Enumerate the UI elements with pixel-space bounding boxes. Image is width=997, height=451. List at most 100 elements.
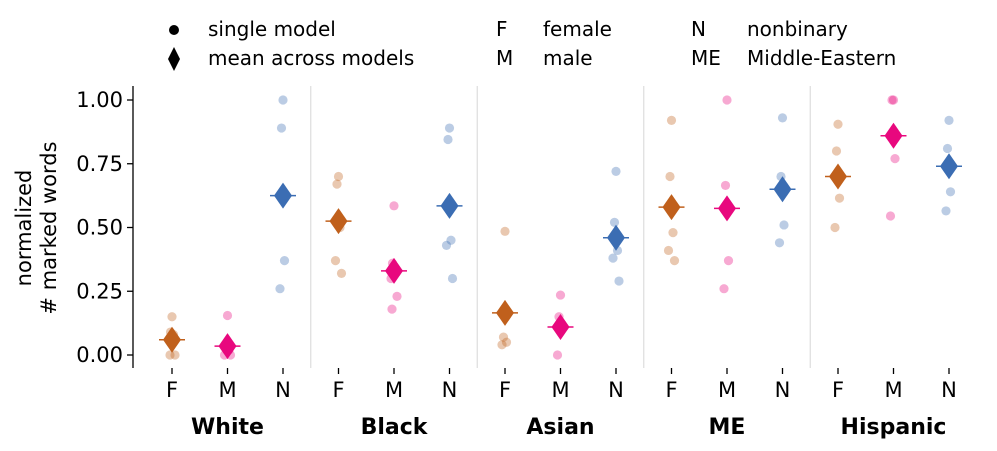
data-point-me-m-1 [720, 180, 731, 191]
legend-abbr-label-m: male [543, 46, 593, 70]
x-tick-label-hispanic-m: M [884, 378, 902, 402]
data-point-asian-n-4 [614, 276, 624, 286]
data-point-asian-f-3 [497, 340, 507, 350]
data-point-hispanic-f-1 [831, 146, 842, 156]
data-point-me-m-3 [719, 284, 729, 294]
data-point-hispanic-f-2 [834, 193, 845, 203]
data-point-black-f-1 [332, 179, 342, 189]
y-axis-label-line-1: normalized [12, 170, 36, 287]
data-point-asian-f-2 [501, 337, 512, 347]
group-label-hispanic: Hispanic [841, 415, 947, 440]
data-point-white-n-1 [276, 123, 287, 133]
group-label-black: Black [361, 415, 429, 440]
x-tick-label-me-f: F [665, 378, 677, 402]
data-point-white-f-4 [170, 350, 180, 360]
x-tick-label-black-f: F [332, 378, 344, 402]
legend: single model mean across models F female… [168, 17, 896, 71]
x-tick-label-hispanic-n: N [941, 378, 957, 402]
mean-diamond-me-m [718, 195, 736, 222]
legend-abbr-key-me: ME [691, 46, 721, 70]
mean-diamond-black-f [329, 208, 348, 235]
data-point-me-n-2 [779, 220, 789, 230]
data-point-black-m-4 [392, 291, 402, 301]
legend-abbr-key-f: F [496, 17, 508, 41]
y-tick-label-3: 0.75 [76, 152, 123, 176]
data-point-me-n-3 [774, 238, 785, 248]
x-tick-label-hispanic-f: F [832, 378, 844, 402]
x-tick-label-me-n: N [775, 378, 791, 402]
data-point-white-n-2 [279, 256, 290, 266]
mean-diamond-me-f [662, 194, 681, 221]
x-tick-label-me-m: M [718, 378, 736, 402]
legend-circle-marker [169, 25, 179, 35]
mean-diamond-white-n [274, 182, 292, 209]
data-point-black-n-0 [444, 123, 455, 133]
legend-abbr-label-me: Middle-Eastern [747, 46, 896, 70]
data-point-hispanic-m-3 [885, 211, 896, 221]
y-axis-label-line-2: # marked words [37, 141, 61, 314]
mean-diamond-black-m [385, 257, 403, 284]
data-point-hispanic-n-1 [942, 143, 953, 154]
y-tick-label-0: 0.00 [76, 343, 123, 367]
data-point-me-f-4 [669, 256, 680, 266]
data-point-hispanic-m-2 [890, 154, 900, 164]
data-point-asian-n-0 [611, 166, 621, 176]
data-point-white-n-3 [275, 284, 285, 294]
y-tick-label-2: 0.50 [76, 216, 123, 240]
mean-diamond-asian-f [496, 299, 514, 326]
data-point-asian-f-1 [498, 332, 509, 342]
x-tick-label-white-m: M [218, 378, 236, 402]
x-tick-label-black-m: M [385, 378, 403, 402]
mean-diamond-hispanic-f [829, 163, 847, 190]
data-point-white-f-0 [167, 312, 177, 322]
data-point-hispanic-m-1 [887, 95, 897, 105]
data-point-asian-m-3 [552, 350, 563, 360]
data-point-me-f-0 [666, 115, 677, 125]
data-point-hispanic-n-3 [941, 206, 951, 216]
data-point-me-m-0 [722, 95, 732, 105]
data-point-hispanic-f-0 [833, 119, 843, 129]
data-point-asian-f-0 [500, 226, 510, 236]
mean-diamond-hispanic-m [884, 122, 903, 149]
x-tick-label-asian-n: N [608, 378, 624, 402]
y-tick-label-4: 1.00 [76, 88, 123, 112]
data-point-asian-n-1 [609, 217, 620, 227]
x-tick-label-white-n: N [275, 378, 291, 402]
data-point-black-m-0 [389, 201, 399, 211]
data-point-asian-m-0 [555, 290, 566, 300]
group-label-me: ME [709, 415, 746, 440]
data-point-white-n-0 [278, 95, 288, 105]
data-point-white-m-0 [222, 310, 233, 321]
legend-label-mean: mean across models [208, 46, 414, 70]
mean-diamond-hispanic-n [940, 153, 958, 180]
data-point-asian-n-3 [608, 253, 618, 263]
legend-abbr-key-n: N [691, 17, 706, 41]
data-point-black-f-3 [330, 256, 341, 266]
data-point-me-f-3 [663, 245, 674, 256]
data-point-me-f-2 [668, 228, 678, 238]
mean-diamond-asian-m [551, 313, 570, 340]
data-point-black-m-5 [387, 304, 397, 314]
legend-abbr-key-m: M [496, 46, 513, 70]
x-tick-label-white-f: F [166, 378, 178, 402]
mean-diamond-white-f [163, 326, 181, 353]
data-point-hispanic-f-3 [830, 222, 840, 233]
x-tick-label-asian-m: M [551, 378, 569, 402]
x-tick-label-asian-f: F [499, 378, 511, 402]
data-point-black-n-2 [446, 235, 456, 245]
data-point-hispanic-m-0 [888, 95, 899, 105]
group-label-white: White [191, 415, 264, 440]
data-point-me-n-0 [777, 113, 788, 123]
legend-label-single-model: single model [208, 17, 336, 41]
data-point-black-n-3 [441, 240, 452, 250]
data-point-hispanic-n-2 [945, 187, 956, 197]
mean-diamond-me-n [773, 176, 792, 203]
data-point-me-f-1 [665, 171, 675, 182]
data-point-hispanic-n-0 [944, 115, 954, 125]
mean-diamond-white-m [218, 333, 237, 360]
data-point-black-f-0 [333, 171, 344, 182]
legend-diamond-marker [168, 47, 180, 71]
data-point-black-n-4 [447, 273, 458, 284]
group-label-asian: Asian [526, 415, 594, 440]
